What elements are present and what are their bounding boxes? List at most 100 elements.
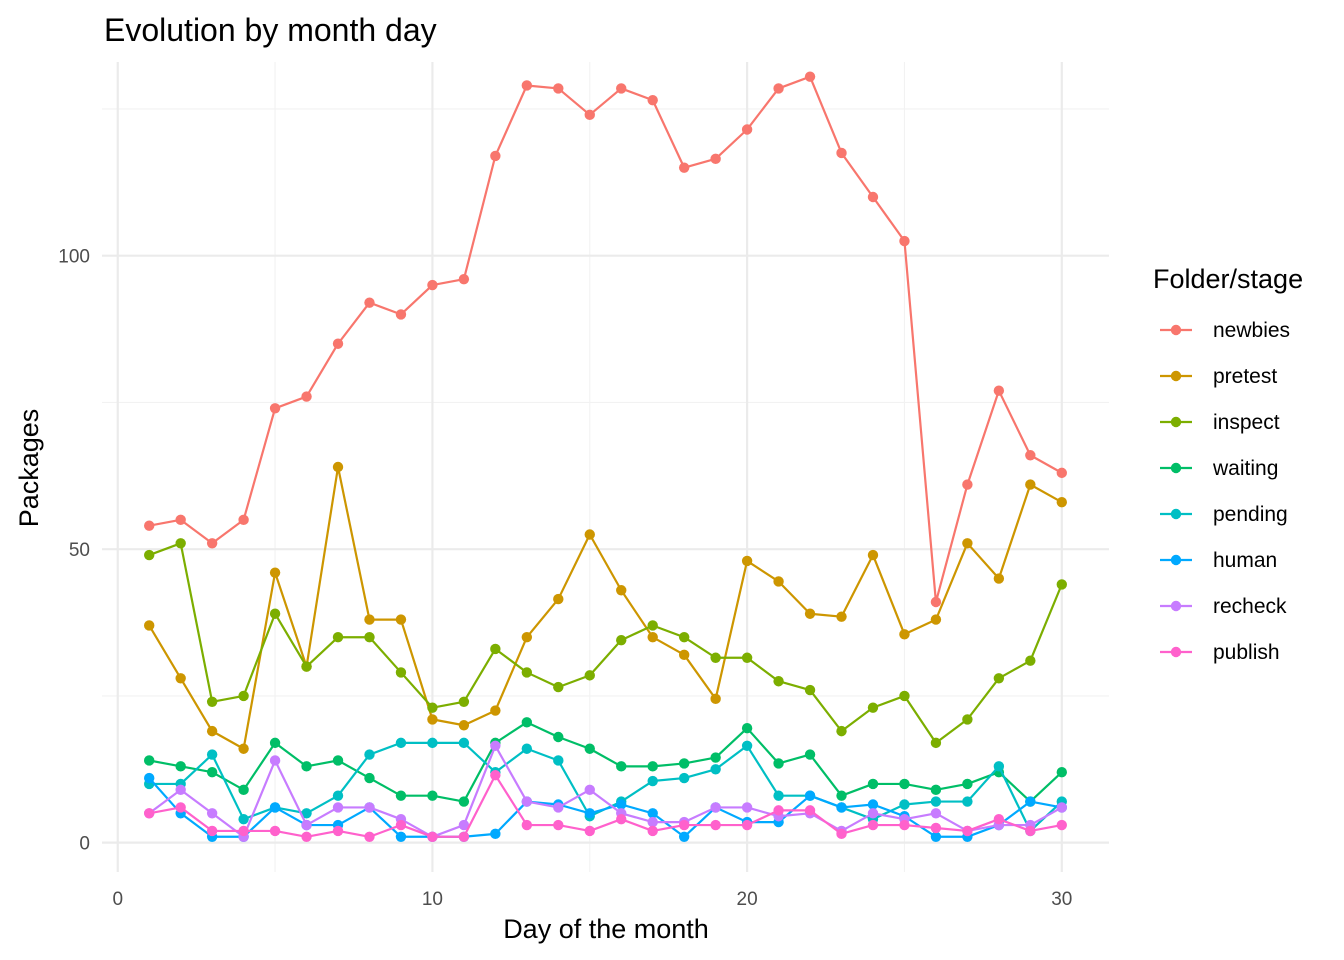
data-point-publish bbox=[458, 831, 470, 842]
data-point-newbies bbox=[175, 514, 186, 526]
data-point-waiting bbox=[144, 755, 155, 766]
data-point-human bbox=[616, 799, 627, 810]
data-point-publish bbox=[741, 819, 753, 831]
data-point-publish bbox=[175, 802, 186, 813]
data-point-pretest bbox=[1025, 479, 1036, 490]
data-point-waiting bbox=[269, 737, 281, 749]
legend-label: human bbox=[1213, 549, 1277, 572]
data-point-human bbox=[836, 802, 847, 813]
legend-key-point bbox=[1170, 646, 1182, 658]
data-point-newbies bbox=[836, 147, 847, 159]
data-point-newbies bbox=[930, 596, 942, 608]
data-point-inspect bbox=[427, 702, 438, 713]
data-point-pretest bbox=[490, 705, 501, 716]
data-point-waiting bbox=[301, 761, 312, 772]
data-point-pretest bbox=[332, 461, 344, 473]
chart-title: Evolution by month day bbox=[104, 12, 437, 48]
series-line-waiting bbox=[149, 721, 1063, 803]
data-point-publish bbox=[364, 831, 375, 842]
data-point-publish bbox=[490, 769, 501, 781]
data-point-newbies bbox=[899, 235, 910, 247]
legend-key-point bbox=[1170, 508, 1182, 520]
data-point-publish bbox=[836, 828, 847, 840]
data-point-newbies bbox=[678, 162, 690, 173]
data-point-human bbox=[584, 808, 595, 819]
grid bbox=[102, 62, 1109, 872]
data-point-publish bbox=[899, 819, 910, 831]
data-point-newbies bbox=[773, 83, 784, 94]
data-point-recheck bbox=[332, 802, 344, 813]
data-point-pretest bbox=[458, 720, 470, 731]
data-point-publish bbox=[427, 831, 438, 842]
series-pending bbox=[144, 737, 1067, 837]
data-point-pretest bbox=[238, 743, 249, 754]
data-point-pending bbox=[301, 808, 312, 819]
data-point-inspect bbox=[741, 652, 753, 663]
legend-item-human: human bbox=[1160, 549, 1277, 572]
data-point-pending bbox=[773, 790, 784, 801]
data-point-waiting bbox=[584, 743, 595, 754]
data-point-inspect bbox=[301, 661, 312, 672]
data-point-waiting bbox=[175, 761, 186, 772]
data-point-waiting bbox=[616, 761, 627, 772]
data-point-publish bbox=[553, 819, 564, 831]
data-point-newbies bbox=[741, 124, 753, 135]
data-point-publish bbox=[521, 819, 533, 831]
data-point-human bbox=[678, 831, 690, 842]
data-point-waiting bbox=[930, 784, 942, 796]
series-newbies bbox=[144, 71, 1067, 608]
legend-key-point bbox=[1170, 600, 1182, 612]
data-point-pretest bbox=[710, 693, 721, 705]
data-point-newbies bbox=[962, 479, 973, 490]
data-point-waiting bbox=[710, 752, 721, 763]
x-tick-label: 0 bbox=[112, 889, 123, 910]
data-point-pretest bbox=[741, 555, 753, 567]
data-point-pretest bbox=[553, 593, 564, 605]
data-point-publish bbox=[584, 825, 595, 837]
data-point-pretest bbox=[1056, 497, 1067, 508]
series-line-inspect bbox=[148, 542, 1063, 744]
data-point-pretest bbox=[773, 576, 784, 587]
data-point-pending bbox=[364, 749, 375, 760]
series-inspect bbox=[144, 538, 1067, 749]
x-axis-title: Day of the month bbox=[503, 914, 709, 944]
data-point-pretest bbox=[930, 614, 942, 625]
legend-label: newbies bbox=[1213, 319, 1290, 342]
data-point-inspect bbox=[710, 652, 721, 663]
data-point-newbies bbox=[206, 538, 218, 549]
legend-label: pending bbox=[1213, 503, 1288, 526]
data-point-newbies bbox=[521, 80, 533, 91]
data-point-inspect bbox=[678, 632, 690, 643]
legend-item-recheck: recheck bbox=[1160, 595, 1287, 618]
data-point-newbies bbox=[1025, 450, 1036, 461]
data-point-inspect bbox=[930, 737, 942, 749]
data-point-inspect bbox=[584, 670, 595, 681]
data-point-human bbox=[1025, 796, 1036, 807]
data-point-newbies bbox=[993, 385, 1005, 396]
series-line-pretest bbox=[148, 465, 1063, 750]
data-point-waiting bbox=[804, 749, 816, 760]
data-point-pending bbox=[710, 764, 721, 775]
data-point-newbies bbox=[238, 514, 249, 526]
data-point-publish bbox=[301, 831, 312, 842]
y-axis-title: Packages bbox=[14, 409, 44, 528]
data-point-waiting bbox=[836, 790, 847, 801]
data-point-pending bbox=[427, 737, 438, 749]
data-point-pretest bbox=[993, 573, 1005, 584]
data-point-recheck bbox=[553, 802, 564, 813]
data-point-newbies bbox=[710, 153, 721, 165]
data-point-waiting bbox=[332, 755, 344, 766]
y-tick-label: 100 bbox=[58, 247, 90, 268]
data-point-human bbox=[930, 831, 942, 842]
legend-key-point bbox=[1170, 370, 1182, 382]
data-point-inspect bbox=[144, 549, 155, 561]
data-point-publish bbox=[678, 819, 690, 831]
data-point-inspect bbox=[899, 690, 910, 702]
data-point-recheck bbox=[1056, 802, 1067, 813]
data-point-waiting bbox=[364, 772, 375, 784]
data-point-inspect bbox=[773, 676, 784, 687]
data-point-waiting bbox=[395, 790, 407, 801]
data-point-inspect bbox=[332, 632, 344, 643]
data-point-inspect bbox=[616, 634, 627, 646]
data-point-pending bbox=[647, 775, 658, 787]
